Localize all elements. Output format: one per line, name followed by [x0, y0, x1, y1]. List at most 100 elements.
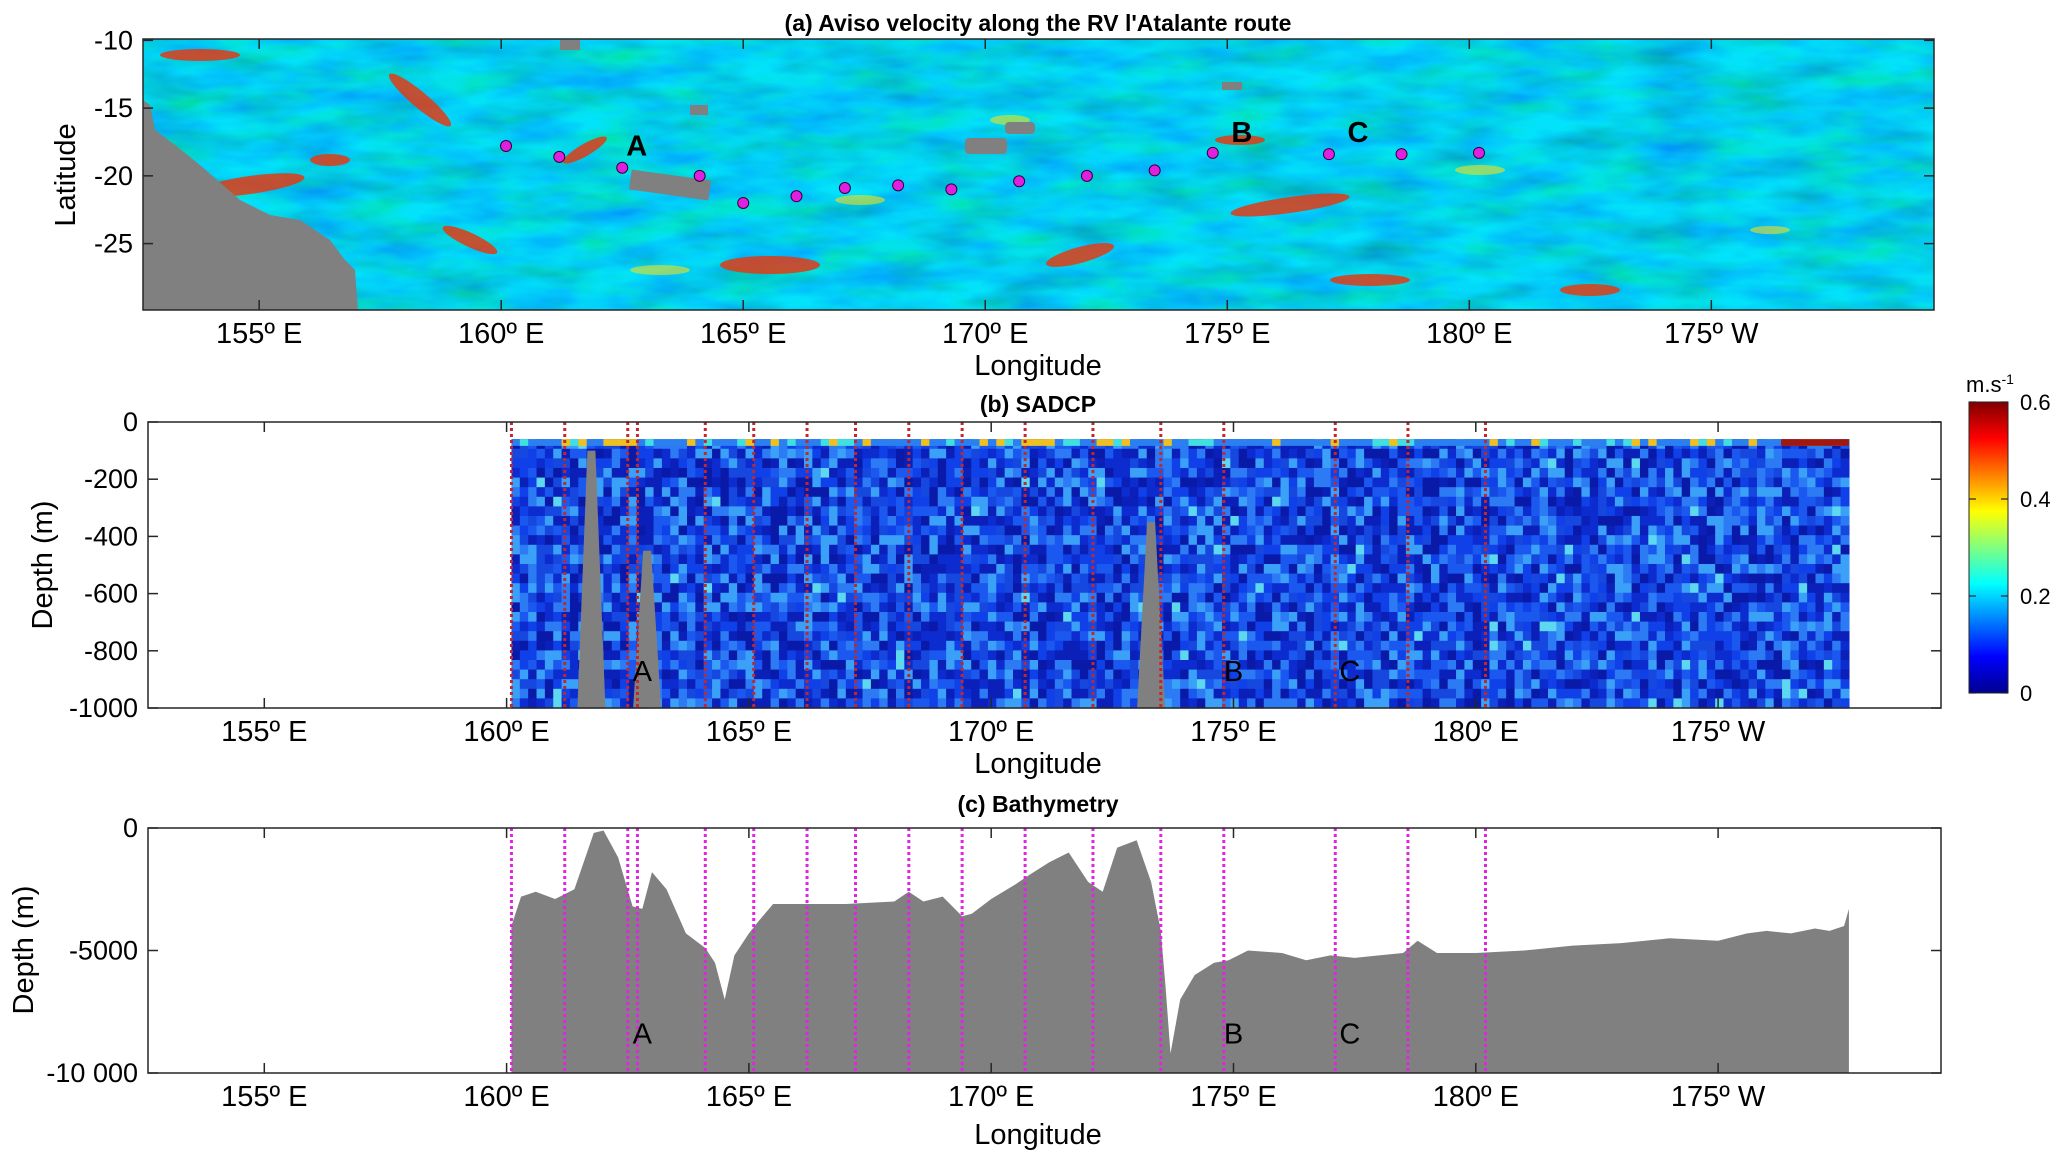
sadcp-cell [745, 544, 755, 555]
colorbar-unit: m.s-1 [1966, 371, 2014, 397]
sadcp-cell [753, 679, 763, 690]
sadcp-cell [695, 458, 705, 469]
sadcp-cell [1054, 496, 1064, 507]
sadcp-cell [1756, 659, 1766, 671]
sadcp-cell [595, 448, 604, 459]
sadcp-cell [879, 496, 889, 507]
sadcp-cell [921, 573, 931, 584]
sadcp-cell [879, 631, 889, 642]
sadcp-cell [1130, 563, 1139, 575]
sadcp-cell [1305, 477, 1315, 488]
sadcp-cell [1765, 631, 1775, 642]
sadcp-cell [912, 525, 922, 536]
sadcp-cell [1631, 659, 1641, 671]
panel-a-ylabel: Latitude [50, 123, 82, 226]
sadcp-cell [1221, 448, 1231, 459]
sadcp-cell [1631, 611, 1641, 623]
sadcp-surface-cell [1364, 439, 1374, 446]
sadcp-cell [1740, 544, 1750, 555]
sadcp-cell [1355, 467, 1365, 479]
sadcp-cell [937, 592, 947, 603]
sadcp-cell [1564, 525, 1574, 536]
sadcp-cell [1004, 631, 1014, 642]
sadcp-cell [528, 563, 538, 575]
sadcp-cell [1748, 611, 1758, 623]
sadcp-cell [929, 544, 939, 555]
sadcp-cell [1163, 467, 1173, 479]
sadcp-cell [787, 448, 797, 459]
sadcp-cell [1272, 602, 1282, 613]
sadcp-cell [745, 631, 755, 642]
sadcp-cell [962, 544, 972, 555]
sadcp-cell [712, 477, 722, 488]
sadcp-cell [1405, 679, 1415, 690]
sadcp-cell [1104, 487, 1114, 498]
sadcp-cell [770, 698, 780, 709]
sadcp-cell [1021, 583, 1031, 594]
sadcp-cell [971, 544, 981, 555]
sadcp-cell [762, 506, 772, 517]
sadcp-cell [762, 679, 772, 690]
sadcp-cell [1422, 592, 1432, 603]
sadcp-cell [1556, 535, 1566, 546]
sadcp-cell [921, 669, 931, 680]
sadcp-cell [670, 688, 680, 699]
sadcp-cell [703, 611, 713, 623]
sadcp-cell [1330, 506, 1340, 517]
sadcp-cell [1355, 621, 1365, 632]
sadcp-cell [1740, 621, 1750, 632]
sadcp-cell [1029, 573, 1039, 584]
sadcp-cell [1372, 669, 1382, 680]
sadcp-cell [987, 506, 997, 517]
sadcp-cell [1221, 554, 1231, 565]
sadcp-cell [1054, 525, 1064, 536]
sadcp-cell [1790, 611, 1800, 623]
sadcp-cell [703, 563, 713, 575]
sadcp-cell [1313, 535, 1323, 546]
sadcp-cell [1681, 487, 1691, 498]
sadcp-cell [1389, 525, 1399, 536]
sadcp-cell [720, 496, 730, 507]
sadcp-cell [603, 535, 613, 546]
sadcp-cell [1623, 650, 1633, 661]
sadcp-cell [1639, 698, 1649, 709]
sadcp-cell [578, 496, 588, 507]
sadcp-cell [678, 525, 688, 536]
sadcp-cell [1380, 477, 1390, 488]
sadcp-cell [1038, 535, 1048, 546]
sadcp-cell [1756, 506, 1766, 517]
sadcp-cell [1464, 573, 1474, 584]
sadcp-cell [1798, 544, 1808, 555]
sadcp-cell [1506, 650, 1516, 661]
sadcp-cell [661, 611, 671, 623]
sadcp-cell [678, 640, 688, 651]
sadcp-cell [1832, 487, 1842, 498]
sadcp-cell [987, 544, 997, 555]
sadcp-cell [1497, 554, 1507, 565]
sadcp-cell [1355, 515, 1365, 527]
sadcp-cell [753, 631, 763, 642]
sadcp-cell [1514, 477, 1524, 488]
sadcp-cell [661, 583, 671, 594]
sadcp-cell [1807, 573, 1817, 584]
sadcp-cell [837, 583, 847, 594]
sadcp-cell [1330, 631, 1340, 642]
sadcp-cell [962, 525, 972, 536]
sadcp-cell [1472, 640, 1482, 651]
sadcp-cell [1706, 621, 1716, 632]
sadcp-surface-cell [1230, 439, 1240, 446]
sadcp-cell [895, 659, 905, 671]
sadcp-cell [979, 448, 989, 459]
sadcp-cell [1104, 448, 1114, 459]
sadcp-cell [1564, 602, 1574, 613]
sadcp-cell [996, 621, 1006, 632]
sadcp-cell [1096, 698, 1106, 709]
sadcp-cell [1673, 621, 1683, 632]
sadcp-cell [1623, 515, 1633, 527]
sadcp-cell [1054, 688, 1064, 699]
sadcp-cell [1322, 650, 1332, 661]
sadcp-cell [1230, 496, 1240, 507]
sadcp-cell [1414, 544, 1424, 555]
sadcp-cell [686, 679, 696, 690]
sadcp-cell [1347, 640, 1357, 651]
